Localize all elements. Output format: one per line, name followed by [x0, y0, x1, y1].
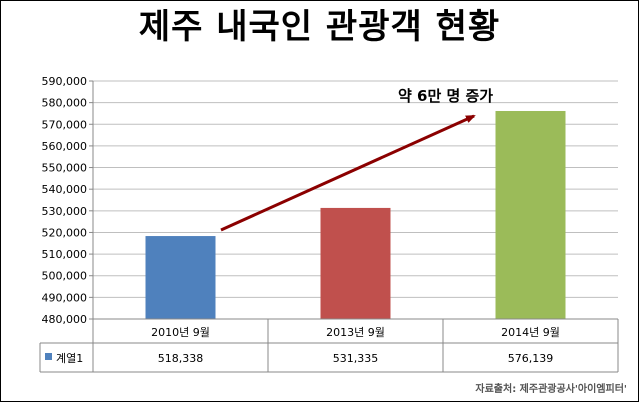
y-tick-label: 510,000: [42, 248, 88, 261]
legend-series-name: 계열1: [56, 352, 83, 365]
data-value-label: 518,338: [158, 352, 204, 365]
bar: [320, 207, 391, 319]
y-tick-label: 550,000: [42, 162, 88, 175]
data-value-label: 576,139: [508, 352, 554, 365]
y-tick-label: 590,000: [42, 75, 88, 88]
source-note: 자료출처: 제주관광공사'아이엠피터': [475, 384, 627, 395]
trend-arrow: [220, 114, 476, 232]
y-tick-label: 570,000: [42, 118, 88, 131]
data-table: 2010년 9월 2013년 9월 2014년 9월 518,338 531,335 57…: [39, 318, 619, 373]
annotation-label: 약 6만 명 증가: [398, 87, 493, 105]
y-tick-label: 490,000: [42, 291, 88, 304]
x-category-label: 2010년 9월: [151, 326, 210, 339]
data-value-label: 531,335: [333, 352, 379, 365]
y-axis: 480,000 490,000 500,000 510,000 520,000 530,0…: [42, 75, 94, 372]
y-tick-label: 480,000: [42, 313, 88, 326]
y-tick-label: 580,000: [42, 97, 88, 110]
y-tick-label: 500,000: [42, 270, 88, 283]
bar: [495, 110, 566, 319]
x-category-label: 2013년 9월: [326, 326, 385, 339]
bar: [145, 236, 216, 319]
y-tick-label: 520,000: [42, 226, 88, 239]
x-category-label: 2014년 9월: [501, 326, 560, 339]
legend-swatch: [45, 353, 52, 360]
y-tick-label: 560,000: [42, 140, 88, 153]
y-tick-label: 540,000: [42, 183, 88, 196]
bars: [145, 110, 566, 319]
page-title: 제주 내국인 관광객 현황: [138, 7, 501, 47]
y-tick-label: 530,000: [42, 205, 88, 218]
